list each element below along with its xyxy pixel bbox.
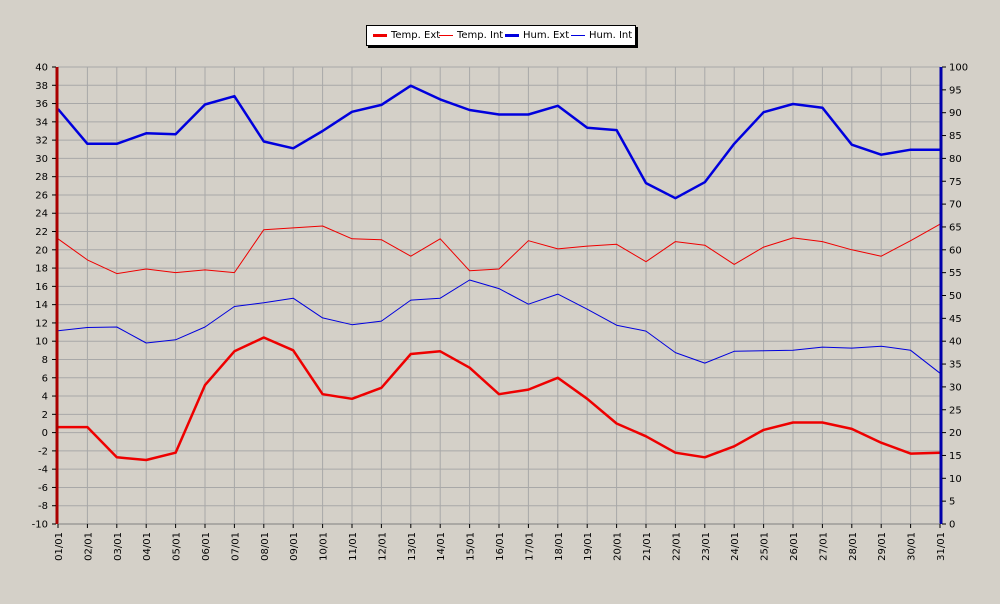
x-tick-label: 01/01 [54,532,65,561]
x-tick-label: 06/01 [201,532,212,561]
right-tick-label: 15 [949,451,962,462]
left-tick-label: 38 [35,81,48,92]
right-tick-label: 35 [949,360,962,371]
x-tick-label: 22/01 [671,532,682,561]
x-tick-label: 18/01 [554,532,565,561]
x-axis-ticks: 01/01 02/01 03/01 04/01 05/01 06/01 07/01 08/01… [54,524,947,561]
right-tick-label: 85 [949,131,962,142]
x-tick-label: 26/01 [789,532,800,561]
x-tick-label: 14/01 [436,532,447,561]
x-tick-label: 28/01 [848,532,859,561]
left-tick-label: 10 [35,337,48,348]
right-tick-label: 55 [949,268,962,279]
left-tick-label: 34 [35,117,48,128]
right-tick-label: 95 [949,85,962,96]
left-tick-label: -4 [38,465,48,476]
left-axis-ticks: -10-8-6-4-202468101214161820222426283032… [32,63,56,531]
left-tick-label: 32 [35,136,48,147]
legend-item-temp-ext: Temp. Ext [373,28,440,42]
right-tick-label: 25 [949,405,962,416]
right-tick-label: 45 [949,314,962,325]
legend-item-hum-ext: Hum. Ext [505,28,569,42]
legend-label: Hum. Ext [523,30,569,41]
x-tick-label: 19/01 [583,532,594,561]
legend-swatch [571,35,585,36]
legend-swatch [505,34,519,37]
left-tick-label: 40 [35,63,48,74]
left-tick-label: 8 [42,355,48,366]
left-tick-label: 22 [35,227,48,238]
right-tick-label: 5 [949,497,955,508]
x-tick-label: 03/01 [113,532,124,561]
legend-label: Hum. Int [589,30,632,41]
left-tick-label: 26 [35,190,48,201]
legend-swatch [373,34,387,37]
left-tick-label: 24 [35,209,48,220]
x-tick-label: 24/01 [730,532,741,561]
x-tick-label: 16/01 [495,532,506,561]
right-tick-label: 20 [949,428,962,439]
left-tick-label: -10 [32,520,48,531]
x-tick-label: 07/01 [230,532,241,561]
left-tick-label: 6 [42,373,48,384]
right-tick-label: 70 [949,200,962,211]
x-tick-label: 02/01 [83,532,94,561]
legend-item-hum-int: Hum. Int [571,28,632,42]
left-tick-label: 30 [35,154,48,165]
left-tick-label: 14 [35,300,48,311]
left-tick-label: 4 [42,392,48,403]
x-tick-label: 08/01 [260,532,271,561]
x-tick-label: 09/01 [289,532,300,561]
right-tick-label: 30 [949,382,962,393]
right-tick-label: 50 [949,291,962,302]
x-tick-label: 25/01 [760,532,771,561]
left-tick-label: 36 [35,99,48,110]
legend-item-temp-int: Temp. Int [439,28,503,42]
right-tick-label: 60 [949,245,962,256]
right-tick-label: 75 [949,177,962,188]
x-tick-label: 29/01 [877,532,888,561]
right-tick-label: 100 [949,63,968,74]
legend-label: Temp. Ext [391,30,440,41]
x-tick-label: 20/01 [613,532,624,561]
left-tick-label: 2 [42,410,48,421]
x-tick-label: 11/01 [348,532,359,561]
left-tick-label: 28 [35,172,48,183]
x-tick-label: 15/01 [466,532,477,561]
x-tick-label: 23/01 [701,532,712,561]
right-tick-label: 90 [949,108,962,119]
legend-label: Temp. Int [457,30,503,41]
right-axis-ticks: 0 5 10 15 20 25 30 35 40 45 50 55 60 65 70 75 80 85 90 95 10… [942,63,968,531]
x-tick-label: 04/01 [142,532,153,561]
x-tick-label: 05/01 [172,532,183,561]
legend: Temp. Ext Temp. Int Hum. Ext Hum. Int [366,25,636,46]
left-tick-label: -6 [38,483,48,494]
legend-swatch [439,35,453,36]
left-tick-label: 18 [35,264,48,275]
left-tick-label: 16 [35,282,48,293]
left-tick-label: -8 [38,501,48,512]
x-tick-label: 10/01 [319,532,330,561]
right-tick-label: 40 [949,337,962,348]
right-tick-label: 0 [949,520,955,531]
x-tick-label: 31/01 [936,532,947,561]
right-tick-label: 65 [949,222,962,233]
right-tick-label: 80 [949,154,962,165]
left-tick-label: -2 [38,446,48,457]
x-tick-label: 30/01 [907,532,918,561]
x-tick-label: 27/01 [818,532,829,561]
right-tick-label: 10 [949,474,962,485]
x-tick-label: 17/01 [524,532,535,561]
x-tick-label: 21/01 [642,532,653,561]
left-tick-label: 12 [35,318,48,329]
x-tick-label: 12/01 [377,532,388,561]
left-tick-label: 0 [42,428,48,439]
left-tick-label: 20 [35,245,48,256]
x-tick-label: 13/01 [407,532,418,561]
